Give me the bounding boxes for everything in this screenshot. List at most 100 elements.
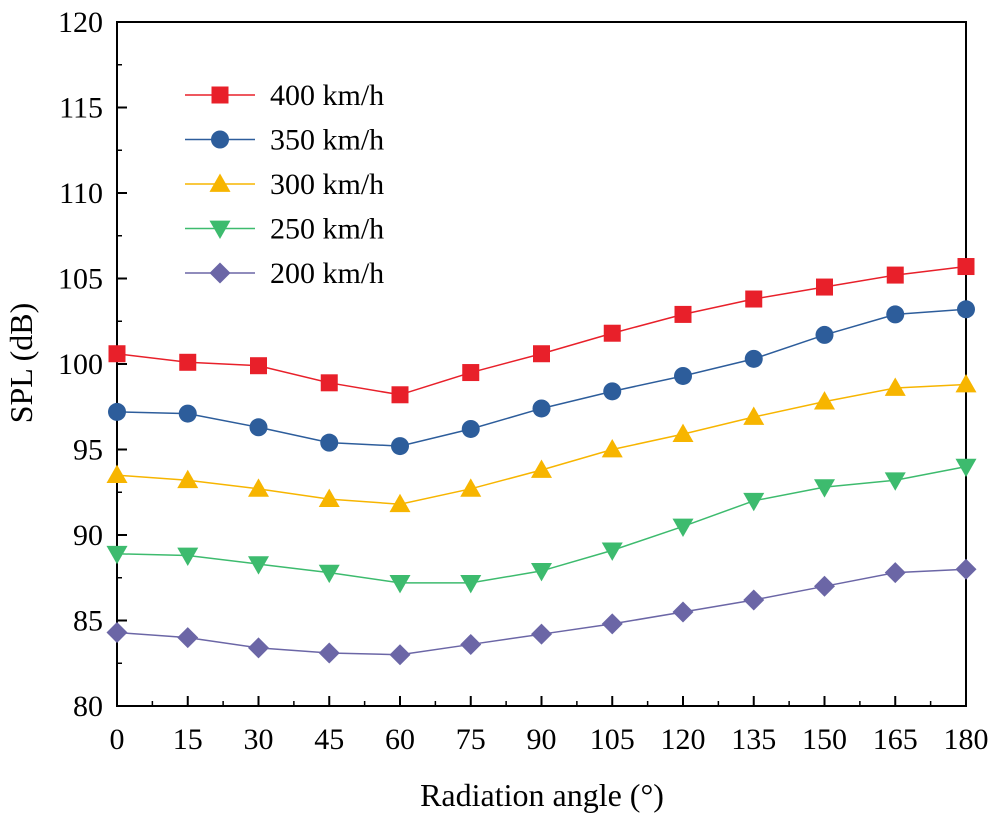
legend-label-350-km-h: 350 km/h	[270, 124, 384, 157]
data-point-400-km-h	[108, 345, 126, 363]
legend-label-300-km-h: 300 km/h	[270, 168, 384, 201]
x-tick-label: 75	[456, 723, 486, 756]
data-point-350-km-h	[320, 433, 339, 452]
data-point-400-km-h	[674, 305, 692, 323]
plot-area: 0 15 30 45 60 75 90 105 120 135 150 165 180 80 85 90 95 1…	[58, 6, 989, 756]
plot-frame	[116, 21, 967, 707]
data-point-300-km-h	[460, 478, 482, 497]
data-point-300-km-h	[318, 488, 340, 507]
y-tick-label: 85	[73, 605, 103, 638]
x-tick-label: 150	[802, 723, 847, 756]
data-point-250-km-h	[814, 479, 835, 498]
legend-label-200-km-h: 200 km/h	[270, 257, 384, 290]
x-tick-label: 135	[731, 723, 776, 756]
data-point-250-km-h	[106, 545, 128, 565]
data-point-200-km-h	[743, 589, 765, 611]
y-tick-label: 105	[58, 263, 103, 296]
data-point-250-km-h	[955, 458, 977, 478]
data-point-400-km-h	[320, 374, 338, 392]
y-tick-label: 80	[73, 690, 103, 723]
data-point-200-km-h	[531, 623, 552, 645]
data-point-400-km-h	[533, 345, 550, 363]
data-point-300-km-h	[389, 493, 411, 513]
data-point-300-km-h	[531, 459, 552, 478]
data-point-250-km-h	[248, 556, 269, 575]
y-tick-label: 100	[58, 348, 103, 381]
data-point-300-km-h	[106, 464, 128, 484]
data-point-300-km-h	[884, 377, 906, 396]
data-point-250-km-h	[672, 518, 694, 537]
x-tick-label: 90	[527, 723, 557, 756]
legend-marker-300-km-h	[209, 173, 231, 192]
data-point-350-km-h	[461, 419, 480, 438]
data-point-250-km-h	[743, 492, 765, 512]
data-point-250-km-h	[389, 575, 411, 594]
y-tick-label: 110	[59, 177, 103, 210]
series-line-350-km-h	[116, 308, 967, 447]
data-point-350-km-h	[249, 418, 268, 437]
data-point-300-km-h	[955, 374, 977, 393]
legend-label-400-km-h: 400 km/h	[270, 79, 384, 112]
data-point-200-km-h	[601, 613, 623, 635]
data-point-350-km-h	[674, 366, 692, 385]
y-tick-label: 90	[73, 519, 103, 552]
legend-marker-250-km-h	[209, 220, 231, 239]
data-point-200-km-h	[389, 644, 411, 666]
data-point-200-km-h	[177, 627, 199, 649]
legend-marker-400-km-h	[211, 86, 229, 104]
x-tick-label: 60	[385, 723, 415, 756]
data-point-200-km-h	[955, 558, 977, 580]
x-tick-label: 0	[110, 723, 125, 756]
data-point-200-km-h	[248, 637, 269, 659]
data-point-200-km-h	[106, 621, 128, 643]
y-tick-label: 115	[59, 92, 103, 125]
data-point-350-km-h	[957, 300, 975, 319]
data-point-200-km-h	[460, 633, 482, 655]
y-tick-label: 120	[58, 6, 103, 39]
data-point-400-km-h	[250, 357, 267, 375]
x-axis-title: Radiation angle (°)	[420, 777, 664, 813]
data-point-200-km-h	[318, 642, 340, 664]
data-point-300-km-h	[601, 439, 623, 458]
data-point-250-km-h	[884, 472, 906, 491]
data-point-300-km-h	[177, 469, 199, 489]
data-point-250-km-h	[460, 575, 482, 594]
data-point-300-km-h	[248, 478, 269, 497]
data-point-400-km-h	[886, 266, 904, 284]
data-point-350-km-h	[886, 305, 905, 324]
data-point-350-km-h	[532, 399, 551, 418]
data-point-400-km-h	[462, 364, 480, 382]
data-point-200-km-h	[814, 575, 835, 597]
x-tick-label: 180	[944, 723, 989, 756]
data-point-400-km-h	[391, 386, 409, 404]
legend-label-250-km-h: 250 km/h	[270, 213, 384, 246]
data-point-400-km-h	[603, 324, 621, 342]
data-point-350-km-h	[744, 349, 763, 368]
data-point-300-km-h	[814, 391, 835, 410]
data-point-400-km-h	[745, 290, 763, 308]
data-point-250-km-h	[318, 564, 340, 584]
x-tick-label: 15	[173, 723, 203, 756]
data-point-350-km-h	[603, 382, 622, 401]
data-point-250-km-h	[177, 547, 199, 567]
data-point-400-km-h	[957, 258, 975, 276]
data-point-400-km-h	[816, 278, 833, 296]
data-point-350-km-h	[108, 402, 126, 421]
x-tick-label: 120	[661, 723, 706, 756]
data-point-300-km-h	[672, 423, 694, 442]
y-axis-title: SPL (dB)	[3, 303, 39, 424]
x-tick-label: 105	[590, 723, 635, 756]
data-point-350-km-h	[178, 404, 197, 423]
legend-marker-200-km-h	[209, 262, 231, 284]
data-point-350-km-h	[815, 325, 834, 344]
legend: 400 km/h 350 km/h 300 km/h 250 km/h 200 km/h	[185, 79, 384, 290]
x-tick-label: 30	[244, 723, 274, 756]
legend-marker-350-km-h	[211, 130, 229, 149]
data-point-250-km-h	[531, 563, 552, 582]
data-point-300-km-h	[743, 406, 765, 425]
data-point-250-km-h	[601, 542, 623, 561]
y-tick-label: 95	[73, 434, 103, 467]
x-tick-label: 165	[873, 723, 918, 756]
data-point-400-km-h	[179, 353, 197, 371]
